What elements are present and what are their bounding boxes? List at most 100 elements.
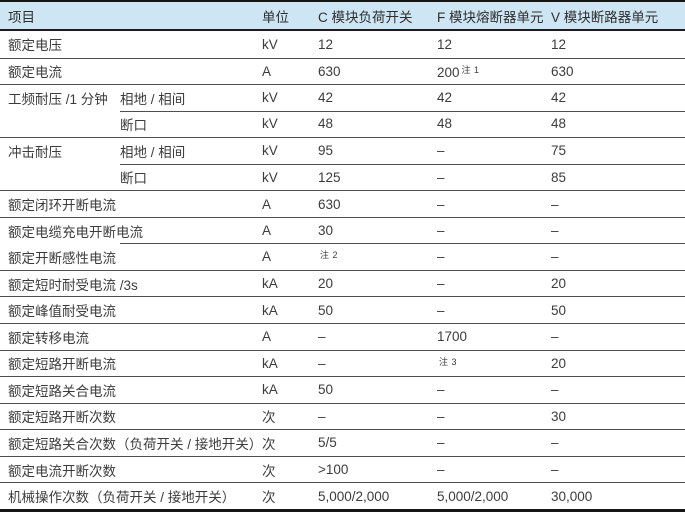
v-value: 30 xyxy=(551,408,567,424)
table-row: 断口 kV 125 – 85 xyxy=(0,163,685,191)
unit-cell: kV xyxy=(262,90,278,106)
v-value: 75 xyxy=(551,143,567,159)
c-value-cell: 125 xyxy=(310,170,429,185)
f-value-cell: – xyxy=(429,462,544,477)
v-value-cell: – xyxy=(544,382,685,397)
v-value: 85 xyxy=(551,169,567,185)
v-value: 30,000 xyxy=(551,488,593,504)
v-value-cell: – xyxy=(544,329,685,344)
c-value-cell: 50 xyxy=(310,303,429,318)
f-value: – xyxy=(437,302,445,318)
c-value: 5/5 xyxy=(318,435,337,451)
f-value: – xyxy=(437,249,445,265)
table-row: 断口 kV 48 48 48 xyxy=(0,110,685,138)
table-row: 机械操作次数（负荷开关 / 接地开关） 次 5,000/2,000 5,000/2,0… xyxy=(0,482,685,509)
f-value: – xyxy=(437,462,445,478)
f-value-cell: – xyxy=(429,170,544,185)
c-value-cell: 20 xyxy=(310,276,429,291)
c-value-cell: 630 xyxy=(310,197,429,212)
v-value-cell: – xyxy=(544,462,685,477)
v-value: – xyxy=(551,223,559,239)
v-value-cell: 30,000 xyxy=(544,489,685,504)
c-value-cell: – xyxy=(310,409,429,424)
table-row: 额定转移电流 A – 1700 – xyxy=(0,323,685,350)
v-value: – xyxy=(551,462,559,478)
v-value-cell: 630 xyxy=(544,64,685,79)
v-value-cell: 85 xyxy=(544,170,685,185)
c-value: 95 xyxy=(318,143,334,159)
unit-cell: kA xyxy=(262,355,278,371)
table-row: 额定闭环开断电流 A 630 – – xyxy=(0,190,685,217)
item-cell: 额定短路关合次数（负荷开关 / 接地开关） xyxy=(8,436,263,452)
v-value: 630 xyxy=(551,63,574,79)
unit-cell: kA xyxy=(262,382,278,398)
c-value-cell: 630 xyxy=(310,64,429,79)
v-value: 48 xyxy=(551,116,567,132)
v-value-cell: 75 xyxy=(544,143,685,158)
v-value: 20 xyxy=(551,276,567,292)
header-item: 项目 xyxy=(8,9,35,25)
item-cell: 额定闭环开断电流 xyxy=(8,198,116,214)
f-value: 48 xyxy=(437,116,453,132)
v-value-cell: – xyxy=(544,223,685,238)
c-value: 50 xyxy=(318,382,334,398)
table-header-row: 项目 单位 C 模块负荷开关 F 模块熔断器单元 V 模块断路器单元 xyxy=(0,2,685,31)
table-row: 额定短路开断次数 次 – – 30 xyxy=(0,402,685,430)
header-v-module: V 模块断路器单元 xyxy=(551,9,659,25)
c-value-cell: 30 xyxy=(310,223,429,238)
v-value: – xyxy=(551,435,559,451)
c-footnote-marker: 注 2 xyxy=(320,250,339,261)
v-value: 12 xyxy=(551,36,567,52)
c-value: – xyxy=(318,355,326,371)
unit-cell: kV xyxy=(262,169,278,185)
c-value: 5,000/2,000 xyxy=(318,488,390,504)
f-value: – xyxy=(437,276,445,292)
table-row: 额定峰值耐受电流 kA 50 – 50 xyxy=(0,296,685,323)
item-cell: 额定电流 xyxy=(8,65,62,81)
f-value-cell: – xyxy=(429,197,544,212)
v-value-cell: – xyxy=(544,249,685,264)
f-value-cell: – xyxy=(429,143,544,158)
f-value: 5,000/2,000 xyxy=(437,488,509,504)
item-cell: 额定电缆充电开断电流 xyxy=(8,224,143,240)
v-value: 50 xyxy=(551,302,567,318)
c-value: 630 xyxy=(318,196,341,212)
f-value-cell: – xyxy=(429,249,544,264)
v-value: – xyxy=(551,249,559,265)
table-row: 工频耐压 /1 分钟 相地 / 相间 kV 42 42 42 xyxy=(0,84,685,111)
unit-cell: kV xyxy=(262,143,278,159)
v-value-cell: 20 xyxy=(544,356,685,371)
unit-cell: kV xyxy=(262,116,278,132)
f-value: 42 xyxy=(437,90,453,106)
f-value-cell: 48 xyxy=(429,116,544,131)
unit-cell: 次 xyxy=(262,490,276,506)
v-value-cell: 30 xyxy=(544,409,685,424)
f-value: – xyxy=(437,223,445,239)
c-value-cell: 42 xyxy=(310,90,429,105)
header-unit: 单位 xyxy=(262,9,289,25)
c-value-cell: 95 xyxy=(310,143,429,158)
c-value-cell: 5/5 xyxy=(310,435,429,450)
f-footnote-marker: 注 1 xyxy=(461,64,480,75)
f-value-cell: – xyxy=(429,382,544,397)
c-value: 42 xyxy=(318,90,334,106)
table-row: 额定电流 A 630 200 注 1 630 xyxy=(0,57,685,85)
f-value-cell: 42 xyxy=(429,90,544,105)
c-value: 20 xyxy=(318,276,334,292)
item-cell: 机械操作次数（负荷开关 / 接地开关） xyxy=(8,490,236,506)
item-cell: 额定开断感性电流 xyxy=(8,250,116,266)
v-value-cell: – xyxy=(544,197,685,212)
f-value: 200 xyxy=(437,64,460,80)
c-value: – xyxy=(318,329,326,345)
table-row: 额定开断感性电流 A 注 2 – – xyxy=(0,243,685,270)
v-value-cell: 48 xyxy=(544,116,685,131)
item-cell: 额定短路关合电流 xyxy=(8,383,116,399)
f-value: 12 xyxy=(437,36,453,52)
v-value-cell: 50 xyxy=(544,303,685,318)
table-row: 冲击耐压 相地 / 相间 kV 95 – 75 xyxy=(0,137,685,164)
v-value-cell: – xyxy=(544,435,685,450)
sub-item-cell: 断口 xyxy=(120,117,147,133)
table-row: 额定短时耐受电流 /3s kA 20 – 20 xyxy=(0,269,685,297)
c-value: 12 xyxy=(318,36,334,52)
f-value: – xyxy=(437,435,445,451)
